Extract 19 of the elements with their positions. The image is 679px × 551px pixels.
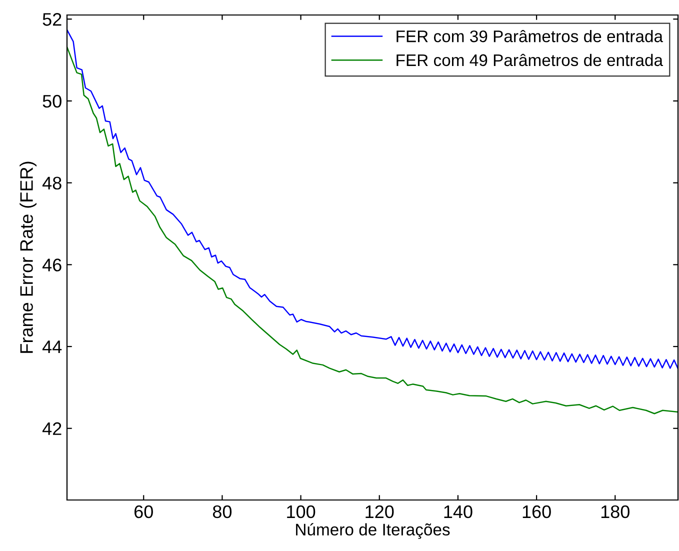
line-series (67, 29, 678, 370)
x-tick-label: 120 (366, 505, 394, 518)
legend-label: FER com 39 Parâmetros de entrada (396, 30, 664, 42)
x-tick-label: 80 (212, 505, 232, 518)
y-tick-label: 42 (42, 422, 62, 435)
x-tick-label: 100 (287, 505, 316, 518)
y-axis-title: Frame Error Rate (FER) (20, 162, 36, 353)
legend-label: FER com 49 Parâmetros de entrada (396, 54, 664, 66)
y-tick-label: 52 (42, 13, 62, 26)
y-tick-label: 48 (42, 176, 62, 190)
x-tick-label: 180 (601, 505, 630, 518)
x-tick-label: 60 (134, 505, 153, 518)
y-tick-label: 50 (42, 94, 62, 108)
y-tick-label: 46 (42, 258, 62, 272)
x-tick-label: 160 (522, 505, 551, 518)
y-tick-label: 44 (42, 340, 62, 354)
line-series (67, 46, 678, 414)
x-axis-title: Número de Iterações (296, 523, 450, 539)
x-tick-label: 140 (444, 505, 472, 518)
